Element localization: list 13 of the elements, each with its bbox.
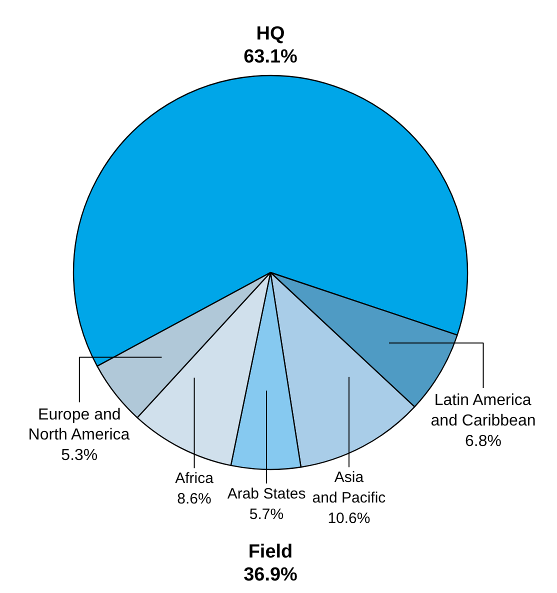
slice-label: HQ (256, 23, 285, 44)
data-label: 8.6% (177, 490, 212, 508)
slice-label: Africa (175, 470, 214, 488)
data-label: 10.6% (328, 510, 370, 527)
data-label: 6.8% (465, 432, 502, 450)
slice-label: Arab States (227, 485, 306, 502)
slice-label: Asia and Pacific (312, 469, 386, 507)
data-label: 63.1% (244, 46, 298, 68)
slice-label: Latin America and Caribbean (430, 392, 536, 430)
text: Field 36.9% (244, 541, 298, 586)
data-label: 5.7% (249, 506, 284, 523)
slice-label: Europe and North America (28, 406, 130, 444)
data-label: 5.3% (61, 447, 98, 464)
